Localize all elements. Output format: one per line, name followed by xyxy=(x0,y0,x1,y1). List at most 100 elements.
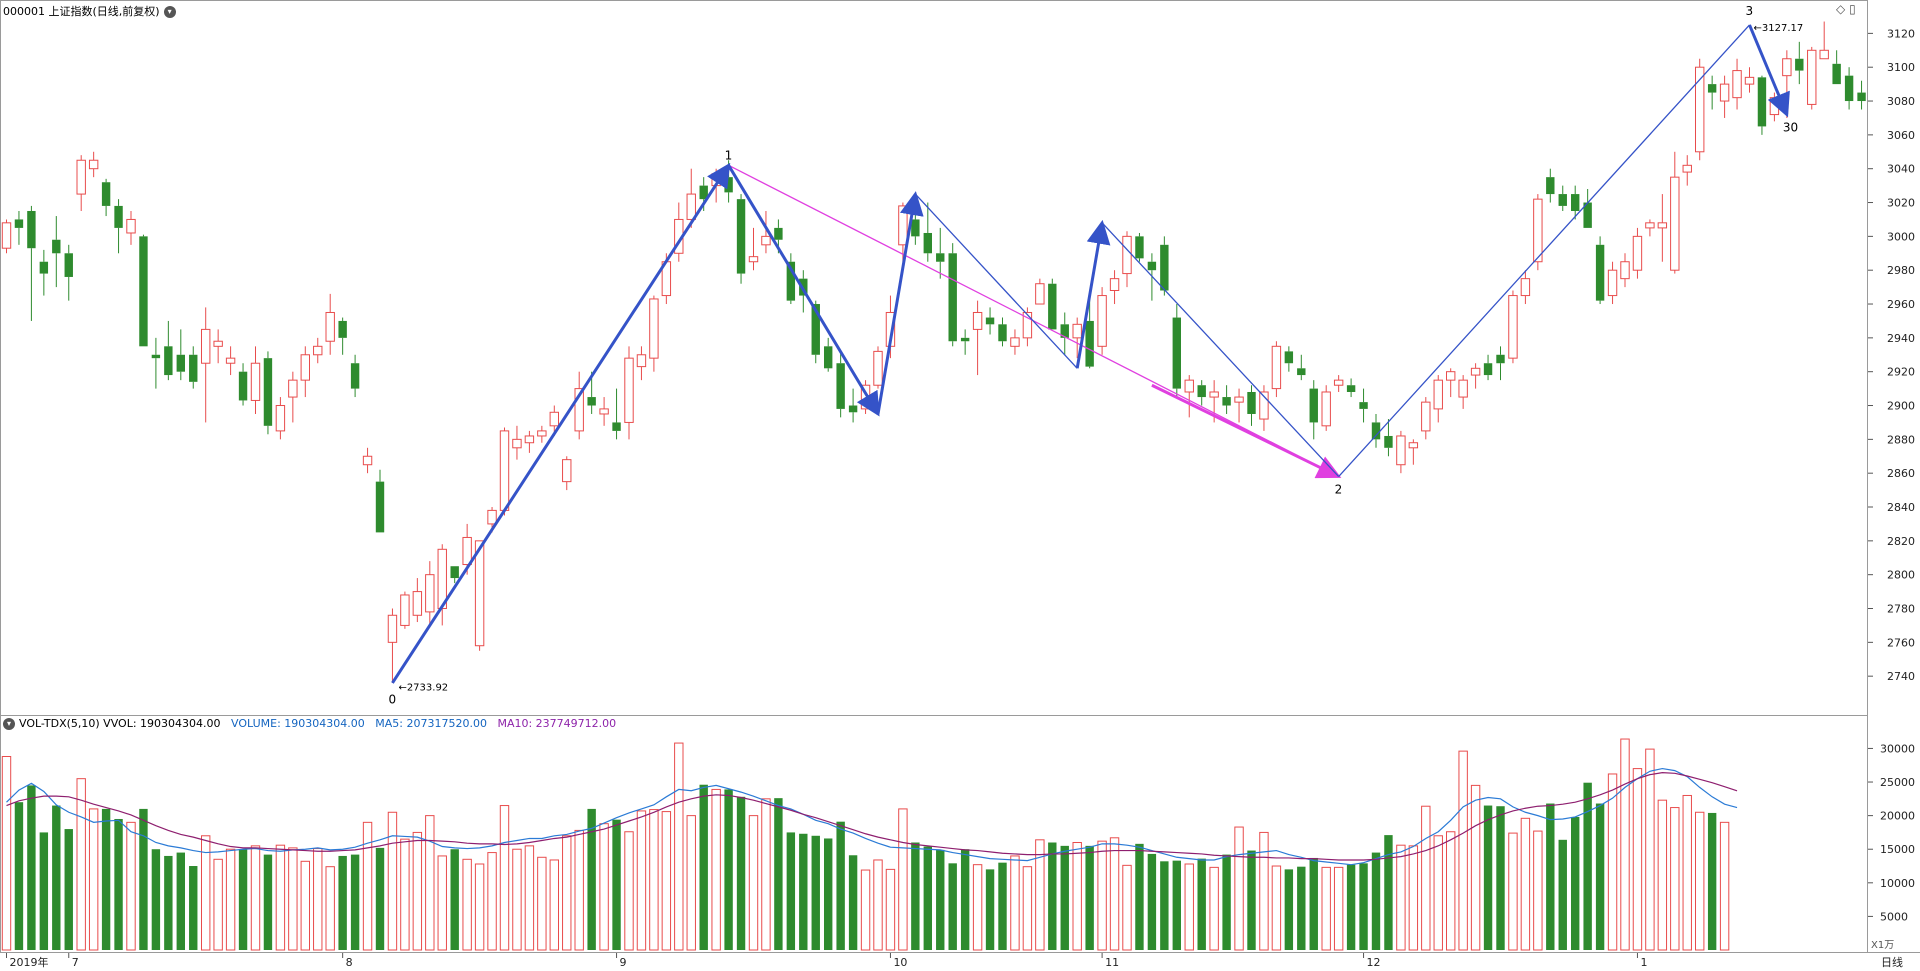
candle-body xyxy=(462,536,472,566)
candle-body xyxy=(537,430,547,437)
candle-body xyxy=(1558,194,1567,206)
volume-bar xyxy=(1520,817,1531,951)
volume-bar xyxy=(487,852,497,951)
candle-body xyxy=(761,235,771,246)
panel-icon[interactable]: ▯ xyxy=(1849,2,1856,16)
volume-bar xyxy=(1359,863,1368,950)
candle-body xyxy=(1483,363,1493,376)
volume-bar xyxy=(1,756,12,951)
candle-body xyxy=(1010,337,1020,347)
volume-bar xyxy=(985,869,995,950)
volume-bar xyxy=(774,798,783,950)
volume-bar xyxy=(213,858,223,951)
candle-body xyxy=(1135,236,1144,259)
volume-bar xyxy=(450,849,459,950)
time-tick-label: 10 xyxy=(893,956,907,969)
volume-bar xyxy=(1458,750,1468,951)
candle-body xyxy=(313,345,323,356)
price-tick-label: 2820 xyxy=(1887,535,1915,548)
candle-body xyxy=(101,182,111,206)
candle-body xyxy=(176,354,185,372)
price-tick-label: 2760 xyxy=(1887,636,1915,649)
volume-bar xyxy=(387,811,398,951)
volume-bar xyxy=(139,808,148,950)
candle-body xyxy=(1097,295,1107,347)
volume-bar xyxy=(164,855,173,950)
candle-body xyxy=(27,210,36,249)
chevron-down-icon[interactable]: ▾ xyxy=(163,6,176,18)
candle-body xyxy=(474,540,485,647)
volume-bar xyxy=(699,784,708,950)
candle-body xyxy=(1682,164,1692,173)
candle-body xyxy=(1757,77,1767,127)
price-tick-label: 2980 xyxy=(1887,264,1915,277)
candle-body xyxy=(338,320,347,338)
axis-labels: 2740276027802800282028402860288029002920… xyxy=(10,27,1916,969)
candle-body xyxy=(1297,368,1306,376)
time-tick-label: 7 xyxy=(72,956,79,969)
candle-body xyxy=(1433,379,1443,410)
volume-bar xyxy=(437,855,447,951)
candle-body xyxy=(1333,379,1344,386)
volume-bar xyxy=(549,859,559,951)
candle-body xyxy=(1520,278,1531,297)
volume-bar xyxy=(1035,839,1045,951)
volume-bar xyxy=(1085,845,1094,950)
price-tick-label: 3120 xyxy=(1887,27,1915,40)
volume-bar xyxy=(151,849,161,950)
candle-body xyxy=(1384,435,1393,448)
symbol-label: 000001 上证指数(日线,前复权) xyxy=(3,5,160,18)
candle-body xyxy=(1533,198,1543,263)
candle-body xyxy=(1744,76,1755,85)
price-tick-label: 2960 xyxy=(1887,298,1915,311)
candle-body xyxy=(1769,97,1780,116)
volume-bar xyxy=(313,848,323,951)
wave-lines xyxy=(391,24,1790,684)
candle-body xyxy=(275,405,286,432)
volume-bar xyxy=(811,835,820,950)
volume-bar xyxy=(375,847,385,950)
volume-bar xyxy=(1160,861,1169,950)
volume-bar xyxy=(649,809,659,951)
candle-body xyxy=(774,227,783,240)
candle-body xyxy=(786,261,796,301)
time-tick-label: 12 xyxy=(1367,956,1381,969)
candle-body xyxy=(1222,397,1231,406)
volume-bar xyxy=(499,805,510,951)
volume-bar xyxy=(960,849,970,950)
volume-bar xyxy=(338,855,347,950)
volume-bar xyxy=(599,823,609,951)
volume-bar xyxy=(512,848,522,951)
volume-tick-label: 5000 xyxy=(1880,910,1908,923)
time-tick-label: 2019年 xyxy=(10,955,49,969)
volume-tick-label: 15000 xyxy=(1880,843,1915,856)
volume-bar xyxy=(263,854,273,950)
price-tick-label: 2920 xyxy=(1887,366,1915,379)
candle-body xyxy=(1259,391,1269,420)
volume-bar xyxy=(1048,842,1057,950)
diamond-icon[interactable]: ◇ xyxy=(1836,2,1846,16)
chevron-down-icon[interactable]: ▾ xyxy=(3,718,15,730)
wave-line xyxy=(914,193,1078,369)
volume-bar xyxy=(636,810,647,951)
candle-body xyxy=(624,357,634,423)
price-tick-label: 2780 xyxy=(1887,603,1915,616)
candle-body xyxy=(263,358,273,426)
candle-body xyxy=(1147,261,1157,271)
candle-body xyxy=(1807,49,1817,105)
volume-bar xyxy=(885,868,896,951)
candle-body xyxy=(1160,244,1169,291)
candle-body xyxy=(425,574,435,613)
volume-bar xyxy=(425,815,435,951)
volume-bar xyxy=(88,808,99,951)
volume-bar xyxy=(736,796,746,950)
candle-body xyxy=(1632,235,1643,271)
volume-bar xyxy=(587,808,596,950)
vol-indicator-label: VOL-TDX(5,10) VVOL: 190304304.00 xyxy=(19,717,221,730)
volume-header: ▾ VOL-TDX(5,10) VVOL: 190304304.00 VOLUME… xyxy=(3,717,616,730)
volume-bar xyxy=(1508,832,1518,951)
volume-bar xyxy=(1122,864,1132,951)
candle-body xyxy=(1595,244,1605,301)
candle-body xyxy=(1346,385,1356,392)
